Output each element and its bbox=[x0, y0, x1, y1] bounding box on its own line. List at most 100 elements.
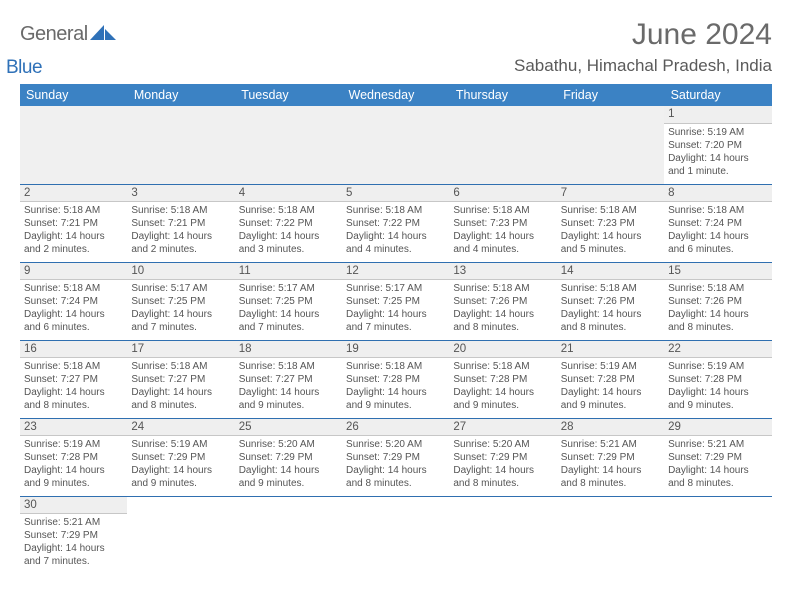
sunrise-line: Sunrise: 5:18 AM bbox=[346, 204, 445, 217]
day-number: 26 bbox=[342, 419, 449, 437]
sunset-line: Sunset: 7:29 PM bbox=[668, 451, 767, 464]
day-cell: 14Sunrise: 5:18 AMSunset: 7:26 PMDayligh… bbox=[557, 262, 664, 340]
sunrise-line: Sunrise: 5:19 AM bbox=[668, 126, 767, 139]
day-number: 28 bbox=[557, 419, 664, 437]
sunrise-line: Sunrise: 5:18 AM bbox=[453, 204, 552, 217]
sunset-line: Sunset: 7:27 PM bbox=[131, 373, 230, 386]
sunrise-line: Sunrise: 5:19 AM bbox=[668, 360, 767, 373]
daylight-line: Daylight: 14 hours and 7 minutes. bbox=[131, 308, 230, 334]
daylight-line: Daylight: 14 hours and 9 minutes. bbox=[239, 386, 338, 412]
sunset-line: Sunset: 7:29 PM bbox=[453, 451, 552, 464]
day-cell: 8Sunrise: 5:18 AMSunset: 7:24 PMDaylight… bbox=[664, 184, 771, 262]
location: Sabathu, Himachal Pradesh, India bbox=[514, 56, 772, 76]
day-number: 29 bbox=[664, 419, 771, 437]
sunrise-line: Sunrise: 5:17 AM bbox=[131, 282, 230, 295]
daylight-line: Daylight: 14 hours and 8 minutes. bbox=[131, 386, 230, 412]
sunset-line: Sunset: 7:26 PM bbox=[668, 295, 767, 308]
daylight-line: Daylight: 14 hours and 7 minutes. bbox=[24, 542, 123, 568]
sunset-line: Sunset: 7:26 PM bbox=[453, 295, 552, 308]
day-cell: 25Sunrise: 5:20 AMSunset: 7:29 PMDayligh… bbox=[235, 418, 342, 496]
sunrise-line: Sunrise: 5:18 AM bbox=[24, 360, 123, 373]
logo: GeneralBlue bbox=[20, 22, 116, 69]
day-cell: 24Sunrise: 5:19 AMSunset: 7:29 PMDayligh… bbox=[127, 418, 234, 496]
daylight-line: Daylight: 14 hours and 6 minutes. bbox=[24, 308, 123, 334]
daylight-line: Daylight: 14 hours and 8 minutes. bbox=[453, 464, 552, 490]
sunset-line: Sunset: 7:23 PM bbox=[453, 217, 552, 230]
sunset-line: Sunset: 7:29 PM bbox=[561, 451, 660, 464]
weekday-header: Friday bbox=[557, 84, 664, 106]
day-cell: 21Sunrise: 5:19 AMSunset: 7:28 PMDayligh… bbox=[557, 340, 664, 418]
sunset-line: Sunset: 7:25 PM bbox=[239, 295, 338, 308]
sunset-line: Sunset: 7:20 PM bbox=[668, 139, 767, 152]
daylight-line: Daylight: 14 hours and 9 minutes. bbox=[346, 386, 445, 412]
calendar-row: 16Sunrise: 5:18 AMSunset: 7:27 PMDayligh… bbox=[20, 340, 772, 418]
day-number: 30 bbox=[20, 497, 127, 515]
empty-cell bbox=[235, 106, 342, 184]
day-cell: 7Sunrise: 5:18 AMSunset: 7:23 PMDaylight… bbox=[557, 184, 664, 262]
sunrise-line: Sunrise: 5:18 AM bbox=[561, 204, 660, 217]
sunset-line: Sunset: 7:28 PM bbox=[346, 373, 445, 386]
sunrise-line: Sunrise: 5:20 AM bbox=[239, 438, 338, 451]
day-number: 18 bbox=[235, 341, 342, 359]
sunset-line: Sunset: 7:27 PM bbox=[24, 373, 123, 386]
day-number: 20 bbox=[449, 341, 556, 359]
sunrise-line: Sunrise: 5:18 AM bbox=[561, 282, 660, 295]
day-cell: 10Sunrise: 5:17 AMSunset: 7:25 PMDayligh… bbox=[127, 262, 234, 340]
daylight-line: Daylight: 14 hours and 7 minutes. bbox=[239, 308, 338, 334]
sunrise-line: Sunrise: 5:20 AM bbox=[346, 438, 445, 451]
sunset-line: Sunset: 7:22 PM bbox=[239, 217, 338, 230]
day-cell: 13Sunrise: 5:18 AMSunset: 7:26 PMDayligh… bbox=[449, 262, 556, 340]
day-cell: 9Sunrise: 5:18 AMSunset: 7:24 PMDaylight… bbox=[20, 262, 127, 340]
calendar-row: 1Sunrise: 5:19 AMSunset: 7:20 PMDaylight… bbox=[20, 106, 772, 184]
day-number: 11 bbox=[235, 263, 342, 281]
day-cell: 20Sunrise: 5:18 AMSunset: 7:28 PMDayligh… bbox=[449, 340, 556, 418]
empty-cell bbox=[557, 496, 664, 574]
calendar-row: 30Sunrise: 5:21 AMSunset: 7:29 PMDayligh… bbox=[20, 496, 772, 574]
daylight-line: Daylight: 14 hours and 8 minutes. bbox=[346, 464, 445, 490]
sunset-line: Sunset: 7:21 PM bbox=[131, 217, 230, 230]
header: GeneralBlue June 2024 Sabathu, Himachal … bbox=[20, 18, 772, 76]
sunrise-line: Sunrise: 5:18 AM bbox=[131, 204, 230, 217]
month-title: June 2024 bbox=[514, 18, 772, 52]
sunrise-line: Sunrise: 5:17 AM bbox=[346, 282, 445, 295]
day-cell: 6Sunrise: 5:18 AMSunset: 7:23 PMDaylight… bbox=[449, 184, 556, 262]
empty-cell bbox=[127, 496, 234, 574]
daylight-line: Daylight: 14 hours and 9 minutes. bbox=[668, 386, 767, 412]
day-cell: 19Sunrise: 5:18 AMSunset: 7:28 PMDayligh… bbox=[342, 340, 449, 418]
daylight-line: Daylight: 14 hours and 2 minutes. bbox=[131, 230, 230, 256]
weekday-header: Wednesday bbox=[342, 84, 449, 106]
empty-cell bbox=[235, 496, 342, 574]
day-cell: 2Sunrise: 5:18 AMSunset: 7:21 PMDaylight… bbox=[20, 184, 127, 262]
sunrise-line: Sunrise: 5:18 AM bbox=[346, 360, 445, 373]
day-number: 23 bbox=[20, 419, 127, 437]
day-number: 7 bbox=[557, 185, 664, 203]
sunrise-line: Sunrise: 5:21 AM bbox=[668, 438, 767, 451]
day-cell: 17Sunrise: 5:18 AMSunset: 7:27 PMDayligh… bbox=[127, 340, 234, 418]
calendar-row: 9Sunrise: 5:18 AMSunset: 7:24 PMDaylight… bbox=[20, 262, 772, 340]
day-cell: 27Sunrise: 5:20 AMSunset: 7:29 PMDayligh… bbox=[449, 418, 556, 496]
day-number: 4 bbox=[235, 185, 342, 203]
logo-sail-icon bbox=[90, 23, 116, 45]
day-cell: 16Sunrise: 5:18 AMSunset: 7:27 PMDayligh… bbox=[20, 340, 127, 418]
daylight-line: Daylight: 14 hours and 8 minutes. bbox=[561, 464, 660, 490]
weekday-header: Saturday bbox=[664, 84, 771, 106]
daylight-line: Daylight: 14 hours and 9 minutes. bbox=[24, 464, 123, 490]
day-number: 5 bbox=[342, 185, 449, 203]
day-cell: 28Sunrise: 5:21 AMSunset: 7:29 PMDayligh… bbox=[557, 418, 664, 496]
day-cell: 30Sunrise: 5:21 AMSunset: 7:29 PMDayligh… bbox=[20, 496, 127, 574]
sunrise-line: Sunrise: 5:19 AM bbox=[131, 438, 230, 451]
daylight-line: Daylight: 14 hours and 5 minutes. bbox=[561, 230, 660, 256]
sunrise-line: Sunrise: 5:18 AM bbox=[24, 282, 123, 295]
logo-word-blue: Blue bbox=[6, 57, 42, 78]
sunrise-line: Sunrise: 5:20 AM bbox=[453, 438, 552, 451]
sunset-line: Sunset: 7:28 PM bbox=[561, 373, 660, 386]
empty-cell bbox=[664, 496, 771, 574]
daylight-line: Daylight: 14 hours and 8 minutes. bbox=[24, 386, 123, 412]
sunset-line: Sunset: 7:23 PM bbox=[561, 217, 660, 230]
day-number: 3 bbox=[127, 185, 234, 203]
sunset-line: Sunset: 7:22 PM bbox=[346, 217, 445, 230]
sunset-line: Sunset: 7:25 PM bbox=[346, 295, 445, 308]
sunset-line: Sunset: 7:28 PM bbox=[453, 373, 552, 386]
daylight-line: Daylight: 14 hours and 8 minutes. bbox=[668, 308, 767, 334]
sunrise-line: Sunrise: 5:18 AM bbox=[668, 204, 767, 217]
